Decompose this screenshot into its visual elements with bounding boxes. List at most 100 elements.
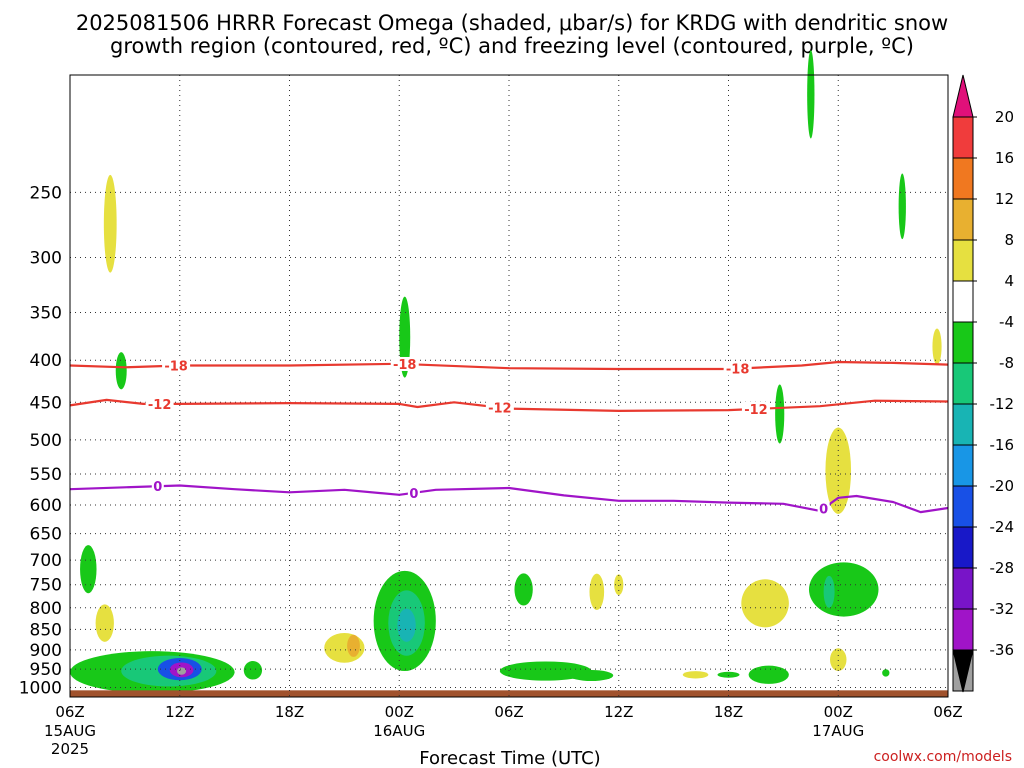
contour-label-bg [723, 361, 752, 376]
y-tick-label: 650 [30, 525, 62, 545]
colorbar-segment [952, 157, 974, 200]
x-tick-label: 18Z [275, 703, 304, 721]
contour-label-bg [407, 485, 420, 500]
contour-label: 0 [153, 480, 162, 495]
colorbar-tick-label: -20 [990, 477, 1015, 495]
omega-region-26 [807, 50, 815, 139]
y-tick-label: 1000 [19, 678, 62, 698]
colorbar-tick-label: 12 [995, 190, 1014, 208]
omega-region-21 [682, 671, 709, 679]
contour-label: -12 [148, 398, 172, 413]
colorbar-tick-label: -8 [999, 354, 1014, 372]
x-tick-label: 00Z [385, 703, 414, 721]
contour-label-bg [485, 400, 514, 415]
contour-label-bg [145, 396, 174, 411]
omega-region-0 [103, 174, 117, 273]
omega-region-9 [243, 661, 263, 680]
colorbar-segment [952, 485, 974, 528]
x-tick-year: 2025 [51, 740, 89, 758]
colorbar-tick-label: 20 [995, 108, 1014, 126]
contour-label: -18 [393, 358, 417, 373]
colorbar-tick-label: 8 [1004, 231, 1014, 249]
contour-label-bg [151, 479, 164, 494]
contour-label-bg [162, 358, 191, 373]
omega-region-24 [741, 579, 789, 628]
colorbar-segment [952, 280, 974, 323]
colorbar-tick-label: -28 [990, 559, 1015, 577]
omega-region-29 [823, 575, 835, 608]
omega-region-16 [499, 661, 592, 681]
ground-fill [70, 690, 948, 697]
chart-title-line-2: growth region (contoured, red, ºC) and f… [110, 34, 914, 58]
contour-label-bg [390, 356, 419, 371]
contour-label: -12 [488, 402, 512, 417]
contour-layer: -18 -18 -18 -12 -12 -12 0 0 0 [69, 356, 949, 517]
x-tick-label: 06Z [494, 703, 523, 721]
colorbar-segment [952, 362, 974, 405]
contour-label-bg [741, 401, 770, 416]
contour-label: 0 [819, 502, 828, 517]
contour-line-0 [69, 484, 949, 514]
y-tick-label: 600 [30, 496, 62, 516]
colorbar-segment [952, 116, 974, 159]
y-tick-label: 850 [30, 620, 62, 640]
omega-region-31 [882, 669, 890, 677]
colorbar-tick-label: -4 [999, 313, 1014, 331]
plot-frame [69, 74, 949, 698]
x-axis-label: Forecast Time (UTC) [419, 748, 600, 768]
y-tick-label: 400 [30, 351, 62, 371]
contour-label-bg [817, 501, 830, 516]
y-tick-label: 950 [30, 660, 62, 680]
x-tick-label: 12Z [165, 703, 194, 721]
colorbar-tick-label: 4 [1004, 272, 1014, 290]
y-tick-label: 550 [30, 465, 62, 485]
colorbar-bottom-arrow [952, 649, 974, 693]
colorbar-tick-labels: 20 16 12 8 4 -4 -8 -12 -16 -20 -24 -28 -32 -36 [973, 108, 1014, 659]
ground-layer [70, 690, 948, 697]
y-tick-label: 300 [30, 248, 62, 268]
omega-region-22 [748, 665, 789, 684]
x-tick-label: 12Z [604, 703, 633, 721]
colorbar-segment [952, 608, 974, 651]
omega-region-33 [932, 328, 942, 365]
colorbar-segment [952, 567, 974, 610]
chart-title-line-1: 2025081506 HRRR Forecast Omega (shaded, … [76, 11, 948, 35]
credit-text: coolwx.com/models [874, 749, 1012, 765]
x-tick-label: 06Z [933, 703, 962, 721]
x-tick-label: 00Z [824, 703, 853, 721]
omega-region-32 [898, 173, 906, 240]
omega-region-8 [177, 667, 187, 675]
x-tick-date: 15AUG [44, 722, 96, 740]
colorbar-segment [952, 321, 974, 364]
colorbar-segment [952, 403, 974, 446]
omega-region-17 [569, 670, 614, 681]
y-tick-label: 250 [30, 183, 62, 203]
colorbar-segment [952, 198, 974, 241]
y-tick-label: 700 [30, 551, 62, 571]
omega-region-11 [347, 634, 360, 657]
omega-region-18 [514, 573, 533, 606]
omega-region-23 [717, 671, 740, 678]
omega-region-1 [115, 352, 127, 390]
omega-region-3 [95, 604, 114, 642]
omega-region-20 [614, 574, 624, 596]
x-tick-label: 18Z [714, 703, 743, 721]
x-tick-date: 16AUG [373, 722, 425, 740]
y-tick-label: 900 [30, 641, 62, 661]
x-tick-label: 06Z [55, 703, 84, 721]
contour-label: 0 [409, 487, 418, 502]
y-tick-label: 800 [30, 599, 62, 619]
colorbar-top-arrow [952, 74, 974, 118]
colorbar-tick-label: -24 [990, 518, 1015, 536]
y-tick-label: 500 [30, 431, 62, 451]
x-tick-date: 17AUG [812, 722, 864, 740]
colorbar-segment [952, 526, 974, 569]
omega-region-28 [808, 562, 879, 617]
colorbar-tick-label: 16 [995, 149, 1014, 167]
colorbar [952, 74, 974, 693]
y-tick-label: 350 [30, 304, 62, 324]
colorbar-segment [952, 444, 974, 487]
